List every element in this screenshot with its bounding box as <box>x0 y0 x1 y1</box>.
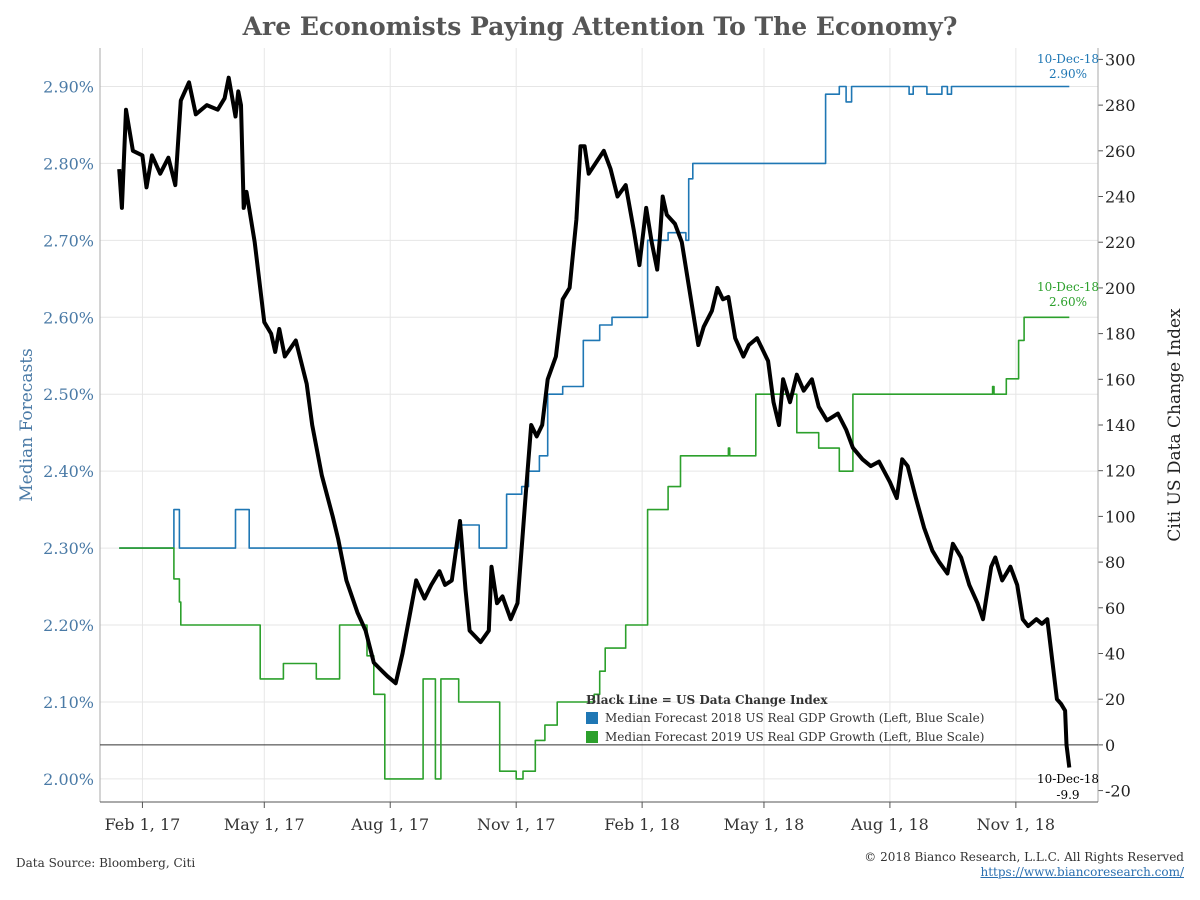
annotation-2019-date: 10-Dec-18 <box>1037 280 1099 294</box>
annotation-2018-date: 10-Dec-18 <box>1037 52 1099 66</box>
y-right-tick-label: 260 <box>1105 142 1136 161</box>
y-left-tick-label: 2.40% <box>43 462 94 481</box>
y-right-tick-label: 200 <box>1105 279 1136 298</box>
y-right-tick-label: 60 <box>1105 599 1125 618</box>
y-right-tick-label: 280 <box>1105 96 1136 115</box>
annotation-2019-value: 2.60% <box>1049 295 1087 309</box>
data-source: Data Source: Bloomberg, Citi <box>16 856 196 870</box>
y-left-tick-label: 2.70% <box>43 231 94 250</box>
y-right-tick-label: -20 <box>1105 782 1131 801</box>
series-layer <box>117 75 1072 780</box>
y-right-tick-label: 160 <box>1105 370 1136 389</box>
x-tick-label: May 1, 18 <box>724 815 805 834</box>
legend-label-2019: Median Forecast 2019 US Real GDP Growth … <box>605 730 984 744</box>
annotations: 10-Dec-182.90%10-Dec-182.60%10-Dec-18-9.… <box>1037 52 1099 802</box>
annotation-index-value: -9.9 <box>1056 788 1079 802</box>
copyright-block: © 2018 Bianco Research, L.L.C. All Right… <box>864 850 1184 880</box>
chart-title: Are Economists Paying Attention To The E… <box>242 12 958 41</box>
copyright-text: © 2018 Bianco Research, L.L.C. All Right… <box>864 850 1184 864</box>
y-left-tick-label: 2.20% <box>43 616 94 635</box>
annotation-index-date: 10-Dec-18 <box>1037 772 1099 786</box>
legend-swatch-2019 <box>586 731 598 743</box>
y-right-tick-label: 80 <box>1105 553 1125 572</box>
y-left-tick-label: 2.10% <box>43 693 94 712</box>
annotation-2018-value: 2.90% <box>1049 67 1087 81</box>
tick-labels: 2.90% 2.80% 2.70% 2.60% 2.50% 2.40% 2.30% 2.20%… <box>17 50 1185 834</box>
y-right-tick-label: 40 <box>1105 644 1125 663</box>
x-tick-label: Feb 1, 18 <box>604 815 680 834</box>
legend: Black Line = US Data Change Index Median… <box>586 693 984 744</box>
x-tick-label: Aug 1, 18 <box>850 815 929 834</box>
y-left-tick-label: 2.50% <box>43 385 94 404</box>
x-tick-label: Nov 1, 17 <box>477 815 555 834</box>
y-right-tick-label: 220 <box>1105 233 1136 252</box>
x-tick-label: Nov 1, 18 <box>977 815 1055 834</box>
y-right-tick-label: 120 <box>1105 462 1136 481</box>
y-left-tick-label: 2.90% <box>43 77 94 96</box>
y-left-tick-label: 2.30% <box>43 539 94 558</box>
legend-label-2018: Median Forecast 2018 US Real GDP Growth … <box>605 711 984 725</box>
axes <box>99 48 1103 808</box>
y-right-tick-label: 20 <box>1105 690 1125 709</box>
series-line-data-change-index <box>117 75 1072 768</box>
y-right-tick-label: 300 <box>1105 50 1136 69</box>
legend-swatch-2018 <box>586 712 598 724</box>
y-right-tick-label: 240 <box>1105 188 1136 207</box>
x-tick-label: Aug 1, 17 <box>350 815 429 834</box>
y-left-tick-label: 2.80% <box>43 154 94 173</box>
y-left-tick-label: 2.00% <box>43 770 94 789</box>
x-tick-label: Feb 1, 17 <box>105 815 181 834</box>
y-left-axis-title: Median Forecasts <box>17 348 37 502</box>
y-right-tick-label: 0 <box>1105 736 1115 755</box>
y-right-axis-title: Citi US Data Change Index <box>1165 308 1185 542</box>
legend-title: Black Line = US Data Change Index <box>586 693 828 707</box>
y-right-tick-label: 180 <box>1105 325 1136 344</box>
series-line-forecast-1 <box>119 316 1070 780</box>
y-left-tick-label: 2.60% <box>43 308 94 327</box>
grid-lines <box>100 48 1098 802</box>
website-link[interactable]: https://www.biancoresearch.com/ <box>980 865 1184 879</box>
y-right-tick-label: 100 <box>1105 507 1136 526</box>
x-tick-label: May 1, 17 <box>224 815 305 834</box>
y-right-tick-label: 140 <box>1105 416 1136 435</box>
